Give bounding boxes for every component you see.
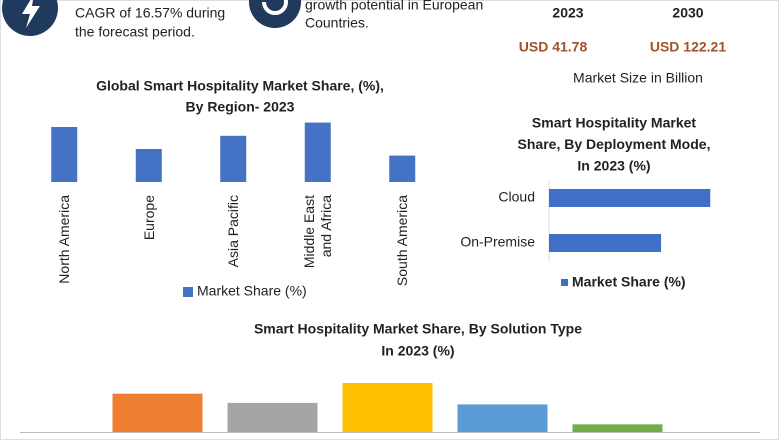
bar — [342, 382, 433, 432]
chart-title: By Region- 2023 — [186, 99, 295, 115]
growth-text: growth potential in European — [305, 0, 483, 13]
x-tick-label: Asia Pacific — [224, 195, 241, 268]
bar — [220, 135, 247, 182]
refresh-icon — [262, 0, 288, 15]
chart-title: Share, By Deployment Mode, — [518, 136, 711, 152]
cagr-text: the forecast period. — [75, 24, 195, 40]
legend-swatch — [561, 279, 568, 286]
bar — [304, 122, 331, 182]
x-tick-label: South America — [393, 195, 410, 287]
bolt-icon — [22, 0, 40, 28]
chart-title: Smart Hospitality Market — [532, 115, 696, 131]
market-size: USD 122.21 — [650, 39, 726, 55]
bar — [51, 127, 78, 182]
x-tick-label: Middle East and Africa — [300, 195, 334, 269]
bar — [457, 404, 548, 432]
chart-title: In 2023 (%) — [381, 343, 454, 359]
legend-swatch — [183, 287, 193, 297]
legend-label: Market Share (%) — [197, 283, 307, 299]
growth-text: Countries. — [305, 15, 369, 31]
market-size: USD 41.78 — [519, 39, 588, 55]
bar — [572, 424, 663, 432]
chart-title: Smart Hospitality Market Share, By Solut… — [254, 321, 582, 337]
bar — [389, 155, 416, 182]
y-tick-label: Cloud — [498, 189, 535, 205]
cagr-text: CAGR of 16.57% during — [75, 5, 225, 21]
bar — [227, 402, 318, 432]
x-tick-label: Europe — [140, 195, 157, 241]
year: 2030 — [672, 5, 703, 21]
x-tick-label: North America — [55, 195, 72, 284]
bar — [549, 234, 662, 252]
bar — [135, 149, 162, 182]
caption: Market Size in Billion — [573, 70, 703, 86]
chart-title: In 2023 (%) — [577, 158, 650, 174]
chart-title: Global Smart Hospitality Market Share, (… — [96, 78, 384, 94]
y-tick-label: On-Premise — [460, 234, 535, 250]
bar — [549, 189, 711, 207]
legend-label: Market Share (%) — [572, 274, 686, 290]
year: 2023 — [552, 5, 583, 21]
bar — [112, 393, 203, 432]
